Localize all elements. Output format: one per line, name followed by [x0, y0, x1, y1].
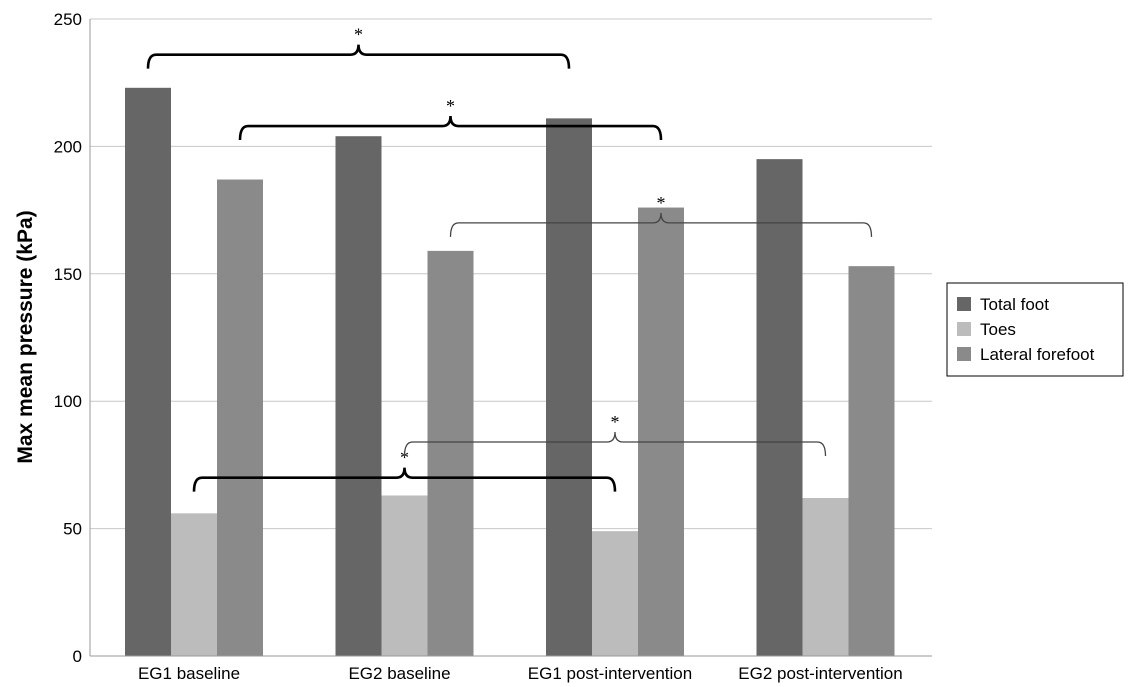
significance-bracket: [238, 115, 663, 141]
axes: [89, 19, 932, 657]
y-tick-labels: 0 50 100 150 200 250: [54, 10, 82, 666]
x-tick-label: EG1 post-intervention: [528, 664, 692, 683]
bar-lateral-forefoot: [217, 179, 263, 657]
bars: [125, 87, 895, 657]
y-axis-label: Max mean pressure (kPa): [14, 210, 37, 463]
bar-toes: [381, 495, 428, 656]
legend-box: [946, 282, 1124, 377]
y-tick-label: 50: [63, 520, 82, 539]
legend: Total foot Toes Lateral forefoot: [946, 282, 1124, 377]
y-tick-label: 200: [54, 137, 82, 156]
significance-star: *: [446, 96, 455, 116]
y-tick-label: 150: [54, 265, 82, 284]
significance-star: *: [611, 412, 620, 432]
y-tick-label: 0: [73, 647, 82, 666]
x-tick-label: EG2 baseline: [348, 664, 450, 683]
bar-toes: [802, 498, 849, 656]
significance-brackets: * * * * *: [146, 25, 873, 492]
bar-toes: [171, 513, 217, 656]
bar-lateral-forefoot: [427, 250, 474, 657]
significance-star: *: [657, 193, 666, 213]
legend-label: Total foot: [980, 295, 1049, 314]
bar-total-foot: [546, 118, 592, 656]
significance-bracket: [192, 467, 617, 492]
y-tick-label: 250: [54, 10, 82, 29]
bar-lateral-forefoot: [848, 266, 895, 656]
gridlines: [90, 18, 932, 530]
bar-total-foot: [756, 159, 803, 656]
bar-toes: [592, 531, 638, 656]
significance-bracket: [403, 431, 827, 456]
x-tick-labels: EG1 baseline EG2 baseline EG1 post-interve…: [138, 664, 903, 683]
x-tick-label: EG1 baseline: [138, 664, 240, 683]
bar-lateral-forefoot: [638, 207, 684, 656]
bar-total-foot: [125, 87, 171, 656]
significance-bracket: [449, 212, 873, 237]
x-tick-label: EG2 post-intervention: [738, 664, 902, 683]
legend-swatch: [957, 322, 971, 336]
significance-bracket: [146, 44, 571, 69]
bar-total-foot: [335, 136, 382, 656]
significance-star: *: [400, 448, 409, 468]
significance-star: *: [354, 25, 363, 45]
legend-swatch: [957, 297, 971, 311]
legend-label: Toes: [980, 320, 1016, 339]
legend-label: Lateral forefoot: [980, 345, 1095, 364]
legend-swatch: [957, 347, 971, 361]
y-tick-label: 100: [54, 392, 82, 411]
